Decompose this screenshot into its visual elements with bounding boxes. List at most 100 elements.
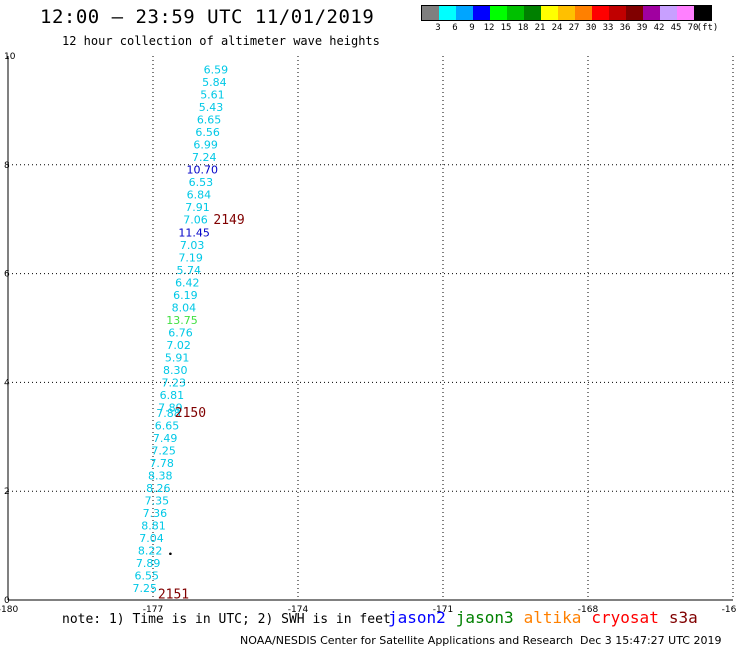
x-tick-label: -171 <box>433 605 453 615</box>
legend-label: 33 <box>602 23 614 33</box>
legend-swatch <box>490 6 507 20</box>
wave-height-point: 6.42 <box>175 276 200 289</box>
mission-label: jason2 <box>388 608 446 627</box>
x-tick-label: -177 <box>143 605 163 615</box>
wave-height-point: 7.04 <box>139 532 164 545</box>
legend-label: 24 <box>551 23 563 33</box>
y-tick-label: 10 <box>4 52 16 62</box>
legend-label: 39 <box>636 23 648 33</box>
legend-label: 12 <box>483 23 495 33</box>
legend-label: 70 <box>687 23 699 33</box>
wave-height-point: 7.91 <box>185 201 210 214</box>
wave-height-point: 6.19 <box>173 289 198 302</box>
wave-height-point: 7.03 <box>180 239 205 252</box>
wave-height-point: 8.30 <box>163 364 188 377</box>
legend-swatch <box>609 6 626 20</box>
wave-height-point: 10.70 <box>187 164 219 177</box>
legend-label: 30 <box>585 23 597 33</box>
wave-height-point: 6.55 <box>134 570 159 583</box>
legend-label: 18 <box>517 23 529 33</box>
legend-label: 3 <box>435 23 441 33</box>
wave-height-point: 6.59 <box>204 64 229 77</box>
wave-height-point: 6.65 <box>155 419 180 432</box>
wave-height-point: 7.25 <box>151 444 176 457</box>
mission-label: altika <box>523 608 582 627</box>
wave-height-point: 6.84 <box>187 189 212 202</box>
legend-swatch <box>592 6 609 20</box>
y-tick-label: 6 <box>4 270 10 280</box>
legend-label: 21 <box>534 23 546 33</box>
data-marker-dot <box>169 552 172 556</box>
wave-height-point: 6.53 <box>189 176 214 189</box>
legend-label: 42 <box>653 23 665 33</box>
color-legend: 3 6 9 12 15 18 21 24 27 30 33 36 39 42 45 70 (ft) <box>421 5 718 33</box>
y-tick-label: 0 <box>4 596 10 606</box>
wave-height-point: 6.76 <box>168 326 193 339</box>
credit-text: NOAA/NESDIS Center for Satellite Applica… <box>240 634 574 647</box>
legend-swatch <box>524 6 541 20</box>
wave-height-point: 7.02 <box>166 339 191 352</box>
wave-height-point: 5.91 <box>165 351 190 364</box>
x-tick-label: -16 <box>722 605 737 615</box>
legend-swatch <box>677 6 694 20</box>
legend-label: 27 <box>568 23 580 33</box>
wave-height-point: 7.06 <box>183 214 208 227</box>
y-tick-label: 2 <box>4 487 10 497</box>
wave-height-point: 7.78 <box>149 457 174 470</box>
credit-timestamp: Dec 3 15:47:27 UTC 2019 <box>580 634 722 647</box>
legend-swatches <box>421 5 712 21</box>
wave-height-point: 6.65 <box>197 114 222 127</box>
time-annotation: 2150 <box>175 406 206 421</box>
page-subtitle: 12 hour collection of altimeter wave hei… <box>62 34 380 48</box>
wave-height-point: 8.04 <box>172 301 197 314</box>
x-tick-label: -180 <box>0 605 18 615</box>
wave-height-point: 8.22 <box>138 544 163 557</box>
legend-label: 9 <box>469 23 475 33</box>
mission-label: jason3 <box>455 608 514 627</box>
wave-height-point: 7.89 <box>136 557 161 570</box>
legend-swatch <box>558 6 575 20</box>
legend-swatch <box>439 6 456 20</box>
wave-height-point: 7.35 <box>145 494 170 507</box>
legend-swatch <box>507 6 524 20</box>
wave-height-point: 5.61 <box>200 89 225 102</box>
wave-height-point: 8.38 <box>148 469 173 482</box>
legend-label: 36 <box>619 23 631 33</box>
legend-label: 6 <box>452 23 458 33</box>
wave-height-point: 7.25 <box>133 582 158 595</box>
wave-height-point: 5.84 <box>202 76 227 89</box>
wave-height-point: 13.75 <box>166 314 198 327</box>
legend-swatch <box>422 6 439 20</box>
legend-swatch <box>643 6 660 20</box>
legend-swatch <box>660 6 677 20</box>
legend-swatch <box>541 6 558 20</box>
x-tick-label: -174 <box>288 605 309 615</box>
time-annotation: 2151 <box>158 587 189 602</box>
time-annotation: 2149 <box>213 213 244 228</box>
mission-label: s3a <box>668 608 698 627</box>
wave-height-point: 8.81 <box>141 519 166 532</box>
page-title: 12:00 — 23:59 UTC 11/01/2019 <box>40 6 375 28</box>
wave-height-point: 11.45 <box>178 226 210 239</box>
wave-height-point: 7.23 <box>162 376 187 389</box>
legend-swatch <box>575 6 592 20</box>
wave-height-point: 6.56 <box>195 126 220 139</box>
wave-height-point: 7.36 <box>143 507 168 520</box>
wave-height-point: 5.43 <box>199 101 224 114</box>
wave-height-point: 7.89 <box>158 401 183 414</box>
wave-height-point: 7.19 <box>178 251 203 264</box>
footer-note: note: 1) Time is in UTC; 2) SWH is in fe… <box>62 612 391 627</box>
wave-height-point: 6.81 <box>160 389 185 402</box>
wave-height-point: 6.99 <box>193 139 218 152</box>
legend-labels: 3 6 9 12 15 18 21 24 27 30 33 36 39 42 45 70 (ft) <box>421 21 718 33</box>
mission-legend: jason2 jason3 altika cryosat s3a <box>388 608 708 627</box>
legend-swatch <box>626 6 643 20</box>
x-tick-label: -168 <box>578 605 599 615</box>
legend-label: (ft) <box>696 23 719 33</box>
legend-swatch <box>473 6 490 20</box>
legend-label: 15 <box>500 23 512 33</box>
wave-height-point: 8.26 <box>146 482 171 495</box>
y-tick-label: 4 <box>4 378 10 388</box>
legend-swatch <box>694 6 711 20</box>
